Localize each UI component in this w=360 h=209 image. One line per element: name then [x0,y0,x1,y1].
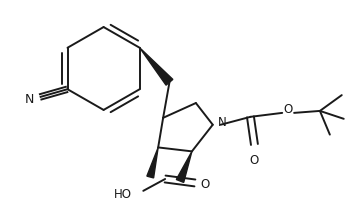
Text: O: O [201,178,210,191]
Text: HO: HO [113,188,131,201]
Polygon shape [147,147,158,178]
Text: O: O [284,103,293,116]
Polygon shape [176,151,192,182]
Text: N: N [25,93,35,106]
Text: O: O [250,154,259,167]
Polygon shape [140,48,173,85]
Text: N: N [218,116,226,129]
